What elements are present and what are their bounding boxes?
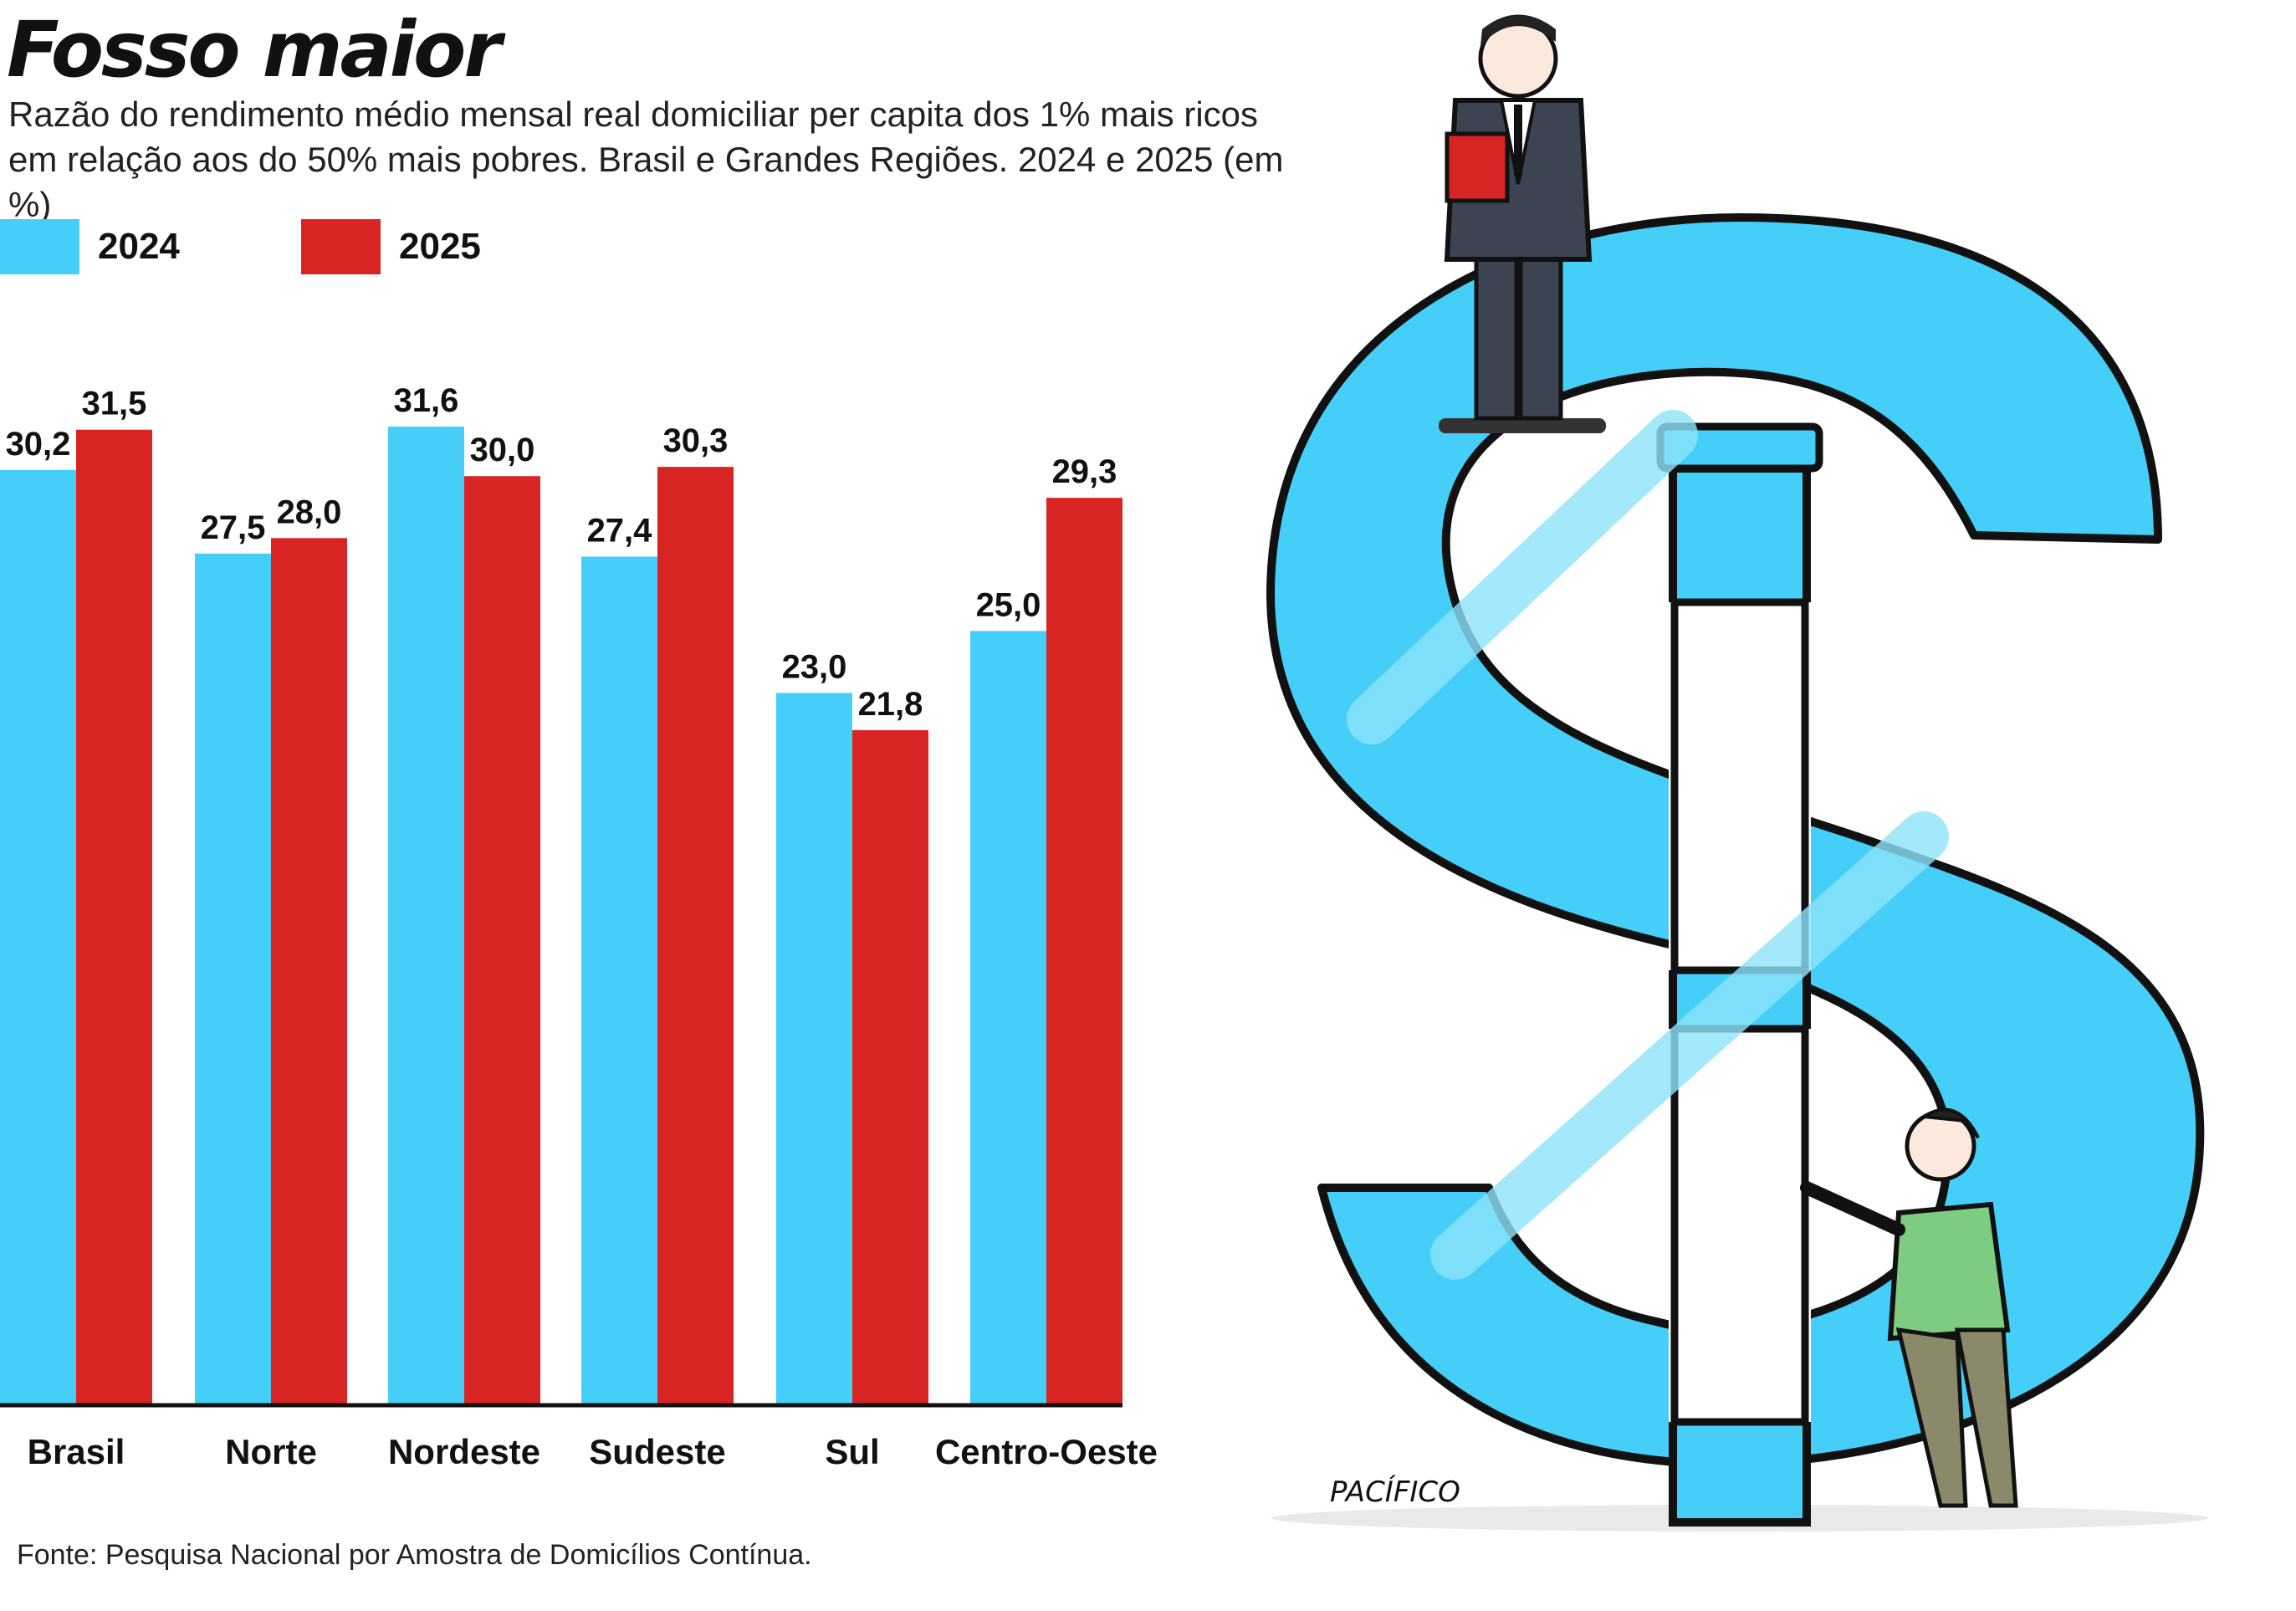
dollar-cartoon-illustration: PACÍFICO xyxy=(1266,14,2208,1532)
category-label-norte: Norte xyxy=(225,1432,317,1471)
bar-2024-nordeste xyxy=(388,427,464,1405)
dollar-sign-icon xyxy=(1266,213,2205,1527)
head-icon xyxy=(1905,1110,1976,1182)
bar-chart: 30,2 31,5 Brasil 27,5 28,0 Norte 31,6 30,0 Norde… xyxy=(0,382,1158,1471)
data-label-2024-norte: 27,5 xyxy=(201,509,266,546)
businessman-figure xyxy=(1439,14,1606,433)
category-label-sul: Sul xyxy=(825,1432,879,1471)
data-label-2025-sudeste: 30,3 xyxy=(663,422,729,459)
category-label-brasil: Brasil xyxy=(28,1432,125,1471)
subtitle-line-1: Razão do rendimento médio mensal real do… xyxy=(8,95,1259,134)
bar-2024-centro-oeste xyxy=(970,631,1046,1405)
chart-title: Fosso maior xyxy=(7,5,502,95)
category-label-nordeste: Nordeste xyxy=(388,1432,540,1471)
legend-swatch-2025 xyxy=(301,219,381,274)
data-label-2025-brasil: 31,5 xyxy=(82,386,147,422)
data-label-2024-sudeste: 27,4 xyxy=(587,513,653,550)
legend-swatch-2024 xyxy=(0,219,79,274)
legend: 2024 2025 xyxy=(0,219,586,274)
subtitle-line-2: em relação aos do 50% mais pobres. Brasi… xyxy=(8,140,1284,224)
data-label-2025-norte: 28,0 xyxy=(277,494,342,530)
data-label-2025-sul: 21,8 xyxy=(858,686,923,723)
bar-2025-centro-oeste xyxy=(1046,498,1122,1405)
data-label-2025-centro-oeste: 29,3 xyxy=(1052,453,1117,490)
bar-2024-norte xyxy=(195,553,271,1405)
standing-platform xyxy=(1439,418,1606,433)
data-label-2025-nordeste: 30,0 xyxy=(470,432,535,468)
bar-2025-nordeste xyxy=(464,476,540,1405)
category-label-sudeste: Sudeste xyxy=(589,1432,725,1471)
legend-item-2025: 2025 xyxy=(301,219,481,274)
category-label-centro-oeste: Centro-Oeste xyxy=(935,1432,1158,1471)
legend-label-2024: 2024 xyxy=(98,226,180,267)
bar-2025-sul xyxy=(852,729,928,1405)
bar-2025-norte xyxy=(271,538,347,1405)
data-label-2024-brasil: 30,2 xyxy=(6,426,71,463)
data-label-2024-nordeste: 31,6 xyxy=(394,382,459,419)
data-label-2024-sul: 23,0 xyxy=(782,648,847,685)
bar-2024-sudeste xyxy=(581,556,657,1405)
legend-item-2024: 2024 xyxy=(0,219,180,274)
bar-2024-sul xyxy=(776,693,852,1405)
legend-label-2025: 2025 xyxy=(399,226,481,267)
source-note: Fonte: Pesquisa Nacional por Amostra de … xyxy=(17,1539,812,1571)
data-label-2024-centro-oeste: 25,0 xyxy=(976,586,1041,623)
red-folder-icon xyxy=(1445,131,1510,203)
bar-2025-sudeste xyxy=(657,467,734,1405)
cartoonist-signature: PACÍFICO xyxy=(1330,1475,1460,1509)
bar-2024-brasil xyxy=(0,469,76,1405)
chart-subtitle: Razão do rendimento médio mensal real do… xyxy=(8,92,1313,228)
bar-2025-brasil xyxy=(76,429,152,1405)
young-man-figure xyxy=(1800,1107,2018,1508)
